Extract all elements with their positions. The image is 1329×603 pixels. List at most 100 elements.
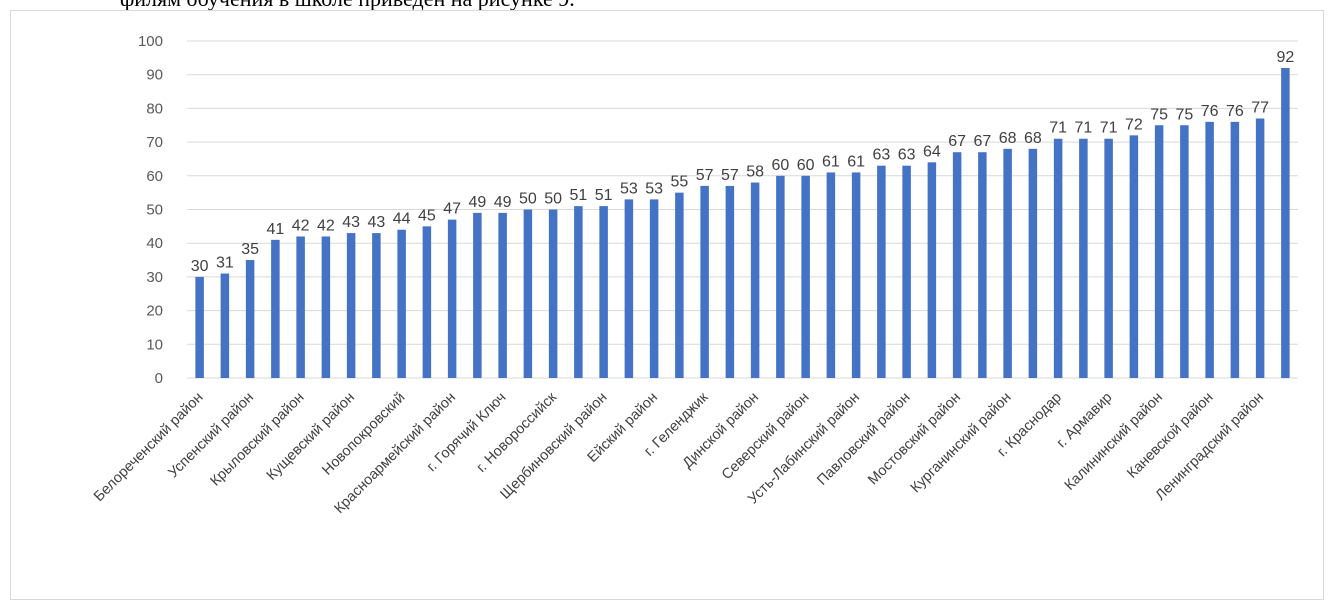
x-category-label: Крыловский район (208, 390, 308, 490)
data-label: 51 (569, 187, 587, 204)
data-label: 50 (544, 191, 562, 208)
bar (220, 273, 230, 378)
bar (877, 165, 886, 378)
data-label: 75 (1175, 106, 1193, 123)
y-tick-label: 40 (146, 235, 163, 252)
data-label: 49 (468, 194, 486, 211)
bar (826, 172, 836, 378)
data-labels: 30 31 35 41 42 42 43 43 44 45 47 49 49 50 50 51 51 53 53 55… (191, 49, 1295, 275)
data-label: 71 (1074, 120, 1092, 137)
data-label: 61 (847, 153, 865, 170)
data-label: 64 (923, 143, 941, 160)
data-label: 41 (266, 221, 284, 238)
bars (195, 67, 1290, 379)
data-label: 60 (771, 157, 789, 174)
data-label: 50 (519, 191, 537, 208)
data-label: 57 (696, 167, 714, 184)
bar (902, 165, 911, 378)
data-label: 71 (1049, 120, 1067, 137)
bar (776, 175, 785, 378)
data-label: 77 (1251, 100, 1269, 117)
data-label: 47 (443, 201, 461, 218)
bar (1104, 138, 1113, 378)
bar (1129, 135, 1139, 378)
y-tick-label: 100 (138, 33, 163, 50)
y-tick-label: 90 (146, 67, 163, 84)
data-label: 68 (999, 130, 1017, 147)
data-label: 53 (645, 180, 663, 197)
data-label: 57 (721, 167, 739, 184)
data-label: 45 (418, 207, 436, 224)
bar (750, 182, 760, 378)
y-tick-label: 70 (146, 134, 163, 151)
data-label: 44 (393, 211, 411, 228)
data-label: 75 (1150, 106, 1168, 123)
data-label: 43 (367, 214, 385, 231)
data-label: 55 (670, 174, 688, 191)
bar (447, 219, 457, 378)
data-label: 43 (342, 214, 360, 231)
data-label: 49 (494, 194, 512, 211)
document-caption-text: филям обучения в школе приведен на рисун… (120, 0, 575, 10)
bar (346, 233, 356, 378)
bar (1281, 67, 1290, 379)
bar (473, 212, 482, 378)
data-label: 61 (822, 153, 840, 170)
bar (1053, 138, 1063, 378)
data-label: 76 (1201, 103, 1219, 120)
bar (927, 162, 937, 378)
data-label: 63 (872, 147, 890, 164)
data-label: 76 (1226, 103, 1244, 120)
bar (801, 175, 810, 378)
y-axis-ticks: 0 10 20 30 40 50 60 70 80 90 100 (138, 33, 163, 387)
y-tick-label: 0 (155, 370, 163, 387)
x-category-label: Мостовский район (865, 390, 964, 489)
data-label: 68 (1024, 130, 1042, 147)
x-category-label: Кущевский район (264, 390, 358, 484)
data-label: 35 (241, 241, 259, 258)
data-label: 58 (746, 164, 764, 181)
bar (851, 172, 861, 378)
data-label: 67 (948, 133, 966, 150)
data-label: 92 (1276, 49, 1294, 66)
x-category-label: Павловский район (814, 390, 913, 489)
bar (675, 192, 684, 378)
bar (321, 236, 331, 378)
y-tick-label: 60 (146, 168, 163, 185)
data-label: 53 (620, 180, 638, 197)
y-tick-label: 20 (146, 303, 163, 320)
data-label: 51 (595, 187, 613, 204)
y-tick-label: 80 (146, 100, 163, 117)
data-label: 30 (191, 258, 209, 275)
bar (1205, 121, 1214, 378)
data-label: 31 (216, 255, 234, 272)
bar (1230, 121, 1240, 378)
data-label: 63 (898, 147, 916, 164)
x-category-label: Каневской район (1124, 390, 1216, 482)
x-category-label: Калининский район (1062, 390, 1166, 494)
bar (498, 212, 507, 378)
y-tick-label: 30 (146, 269, 163, 286)
bar (1079, 138, 1088, 378)
data-label: 67 (973, 133, 991, 150)
bar (700, 185, 709, 378)
bar (725, 185, 735, 378)
data-label: 72 (1125, 116, 1143, 133)
x-category-label: Северский район (719, 390, 813, 484)
x-category-label: Курганинский район (908, 390, 1015, 497)
bar (624, 199, 634, 378)
bar (1154, 125, 1164, 378)
bar (978, 152, 987, 378)
bar (195, 276, 204, 378)
y-tick-label: 10 (146, 336, 163, 353)
bar (397, 229, 406, 378)
bar (548, 209, 558, 378)
data-label: 42 (292, 217, 310, 234)
bar (245, 260, 255, 378)
bar (271, 239, 280, 378)
bar (296, 236, 305, 378)
bar (422, 226, 432, 378)
bar (372, 233, 381, 378)
